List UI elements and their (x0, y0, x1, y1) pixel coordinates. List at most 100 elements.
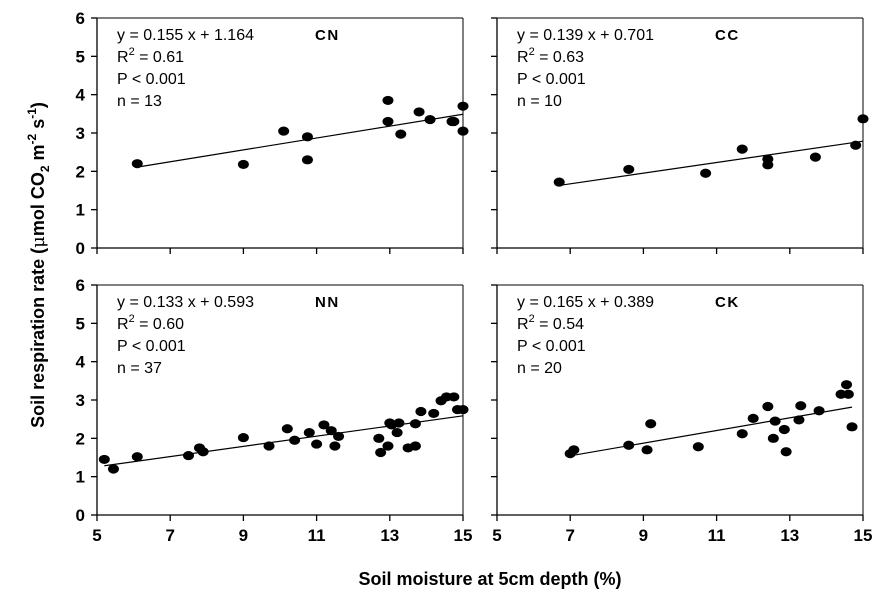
panel-cn-data-point (237, 159, 249, 170)
y-axis-title-mu: μ (28, 236, 49, 248)
panel-nn-data-point (311, 439, 323, 449)
panel-ck-data-point (641, 445, 653, 455)
panel-ck-r-squared: R2 = 0.54 (517, 313, 584, 333)
panel-cc-r-squared: R2 = 0.63 (517, 46, 584, 66)
panel-nn-data-point (289, 435, 301, 445)
panel-ck-data-point (736, 429, 748, 439)
panel-ck-data-point (645, 419, 657, 429)
panel-nn-equation: y = 0.133 x + 0.593 (117, 294, 254, 311)
x-axis-title: Soil moisture at 5cm depth (%) (358, 569, 621, 589)
panel-cn-label: CN (315, 27, 340, 44)
panel-cn-data-point (448, 116, 460, 127)
y-axis-title-part-1: Soil respiration rate ( (28, 248, 48, 428)
panel-ck-data-point (568, 445, 580, 455)
panel-ck-data-point (780, 447, 792, 457)
panel-cn-r-squared: R2 = 0.61 (117, 46, 184, 66)
panel-cn-data-point (457, 126, 469, 136)
panel-nn-data-point (409, 441, 421, 451)
panel-nn-y-tick-label: 1 (76, 468, 85, 487)
panel-cn-data-point (301, 132, 313, 142)
panel-cn-data-point (278, 126, 290, 136)
panel-cn-data-point (382, 116, 394, 127)
panel-nn-data-point (393, 418, 405, 428)
panel-cn-data-point (301, 155, 313, 165)
panel-nn-label: NN (315, 294, 340, 311)
panel-cc-p-value: P < 0.001 (517, 71, 586, 88)
panel-cc-data-point (623, 164, 635, 175)
panel-ck-regression-line (570, 406, 853, 457)
r-squared-value: = 0.63 (535, 49, 584, 66)
panel-cc-data-point (736, 144, 748, 154)
panel-cn-y-tick-label: 4 (76, 86, 86, 105)
r-squared-value: = 0.61 (135, 49, 184, 66)
panel-cn-y-tick-label: 6 (76, 9, 85, 28)
panel-nn-data-point (382, 441, 394, 451)
panel-ck-data-point (692, 442, 704, 452)
panel-cn-y-tick-label: 0 (76, 239, 85, 258)
panel-ck-x-tick-label: 11 (708, 526, 726, 545)
panel-nn-data-point (448, 392, 460, 402)
panel-cn-y-tick-label: 1 (76, 201, 85, 220)
y-axis-title-sup-s: -1 (25, 108, 39, 119)
panel-nn-data-point (237, 432, 249, 443)
panel-ck-x-tick-label: 7 (565, 526, 574, 545)
panel-cn-y-tick-label: 5 (76, 47, 85, 66)
r-squared-superscript: 2 (129, 46, 135, 58)
panel-nn: 0 1 2 3 4 5 6 5 7 9 11 13 15 y = 0.133 x + 0.593 NN R2 … (76, 276, 473, 545)
panel-nn-data-point (457, 404, 469, 415)
panel-cn-p-value: P < 0.001 (117, 71, 186, 88)
panel-cn-data-point (457, 101, 469, 111)
panel-ck-sample-size: n = 20 (517, 360, 562, 377)
panel-cc-data-point (809, 152, 821, 162)
panel-nn-x-tick-label: 7 (165, 526, 174, 545)
panel-ck-p-value: P < 0.001 (517, 338, 586, 355)
panel-nn-data-point (325, 426, 337, 436)
y-axis-title: Soil respiration rate (μmol CO2 m-2 s-1) (25, 102, 52, 428)
panel-ck-x-tick-label: 5 (492, 526, 501, 545)
panel-nn-x-tick-label: 15 (454, 526, 473, 545)
panel-cn-data-point (131, 159, 143, 169)
r-squared-value: = 0.60 (135, 316, 184, 333)
panel-nn-y-tick-label: 3 (76, 391, 85, 410)
y-axis-title-part-2: mol CO (28, 172, 48, 236)
r-squared-symbol: R (117, 49, 129, 66)
panel-nn-x-tick-label: 13 (380, 526, 399, 545)
panel-cc-equation: y = 0.139 x + 0.701 (517, 27, 654, 44)
panel-cc-sample-size: n = 10 (517, 93, 562, 110)
panel-nn-x-tick-label: 11 (308, 526, 326, 545)
panel-ck-data-point (795, 401, 807, 411)
r-squared-symbol: R (117, 316, 129, 333)
y-axis-title-part-5: ) (28, 102, 48, 108)
panel-cc-data-point (857, 114, 869, 124)
panel-cn-y-tick-label: 2 (76, 162, 85, 181)
panel-cc-data-point (553, 177, 565, 187)
r-squared-symbol: R (517, 49, 529, 66)
y-axis-title-part-3: m (28, 144, 48, 165)
panel-cn-sample-size: n = 13 (117, 93, 162, 110)
panel-nn-sample-size: n = 37 (117, 360, 162, 377)
panel-nn-y-tick-label: 5 (76, 314, 85, 333)
panel-nn-data-point (375, 447, 387, 458)
panel-cn-data-point (395, 129, 407, 139)
panel-ck-data-point (842, 389, 854, 399)
panel-nn-data-point (409, 419, 421, 429)
r-squared-superscript: 2 (129, 313, 135, 325)
panel-cn-regression-line (137, 113, 464, 168)
panel-nn-r-squared: R2 = 0.60 (117, 313, 184, 333)
panel-nn-data-point (318, 420, 330, 430)
panel-cn-data-point (413, 107, 425, 117)
panel-ck-data-point (778, 424, 790, 435)
panel-nn-y-tick-label: 0 (76, 506, 85, 525)
panel-cc-regression-line (559, 140, 864, 187)
panel-nn-data-point (428, 408, 440, 419)
panel-nn-x-tick-label: 5 (92, 526, 101, 545)
panel-nn-data-point (303, 427, 315, 438)
panel-ck: 5 7 9 11 13 15 y = 0.165 x + 0.389 CK R2 = 0.54 P… (491, 284, 872, 545)
panel-nn-data-point (373, 433, 385, 443)
panel-cn-y-tick-label: 3 (76, 124, 85, 143)
panel-cn-data-point (382, 95, 394, 106)
panel-nn-p-value: P < 0.001 (117, 338, 186, 355)
r-squared-superscript: 2 (529, 46, 535, 58)
